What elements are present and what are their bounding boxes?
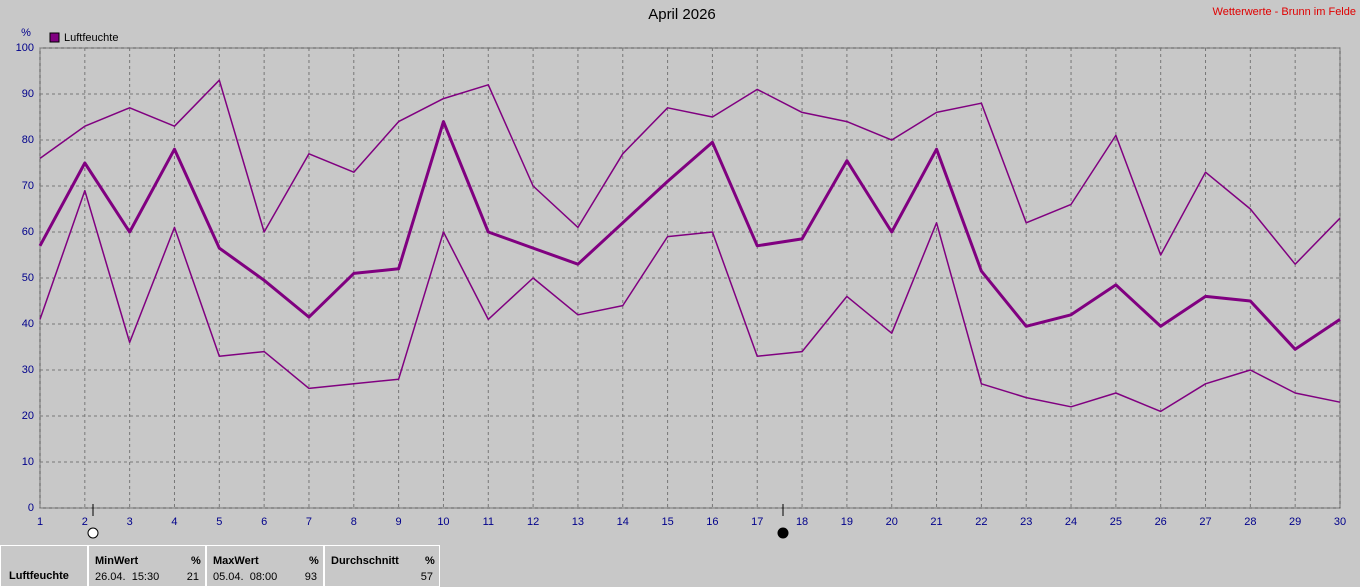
x-tick-label: 10: [437, 516, 449, 528]
y-tick-label: 90: [22, 88, 34, 100]
x-tick-label: 1: [37, 516, 43, 528]
x-tick-label: 20: [886, 516, 898, 528]
new-moon: [777, 527, 789, 539]
footer-cell: Durchschnitt % 57: [324, 545, 440, 587]
x-tick-label: 28: [1244, 516, 1256, 528]
max-unit: %: [309, 555, 319, 567]
series-line: [39, 189, 1341, 413]
x-tick-label: 11: [483, 516, 494, 528]
x-tick-label: 26: [1155, 516, 1167, 528]
x-tick-label: 7: [306, 516, 312, 528]
x-tick-label: 13: [572, 516, 584, 528]
x-tick-label: 24: [1065, 516, 1077, 528]
y-tick-label: 30: [22, 364, 34, 376]
min-value: 21: [186, 571, 199, 583]
max-title: MaxWert: [213, 555, 259, 567]
footer-label: Luftfeuchte: [9, 570, 69, 582]
avg-title: Durchschnitt: [331, 555, 399, 567]
x-tick-label: 22: [975, 516, 987, 528]
x-tick-label: 23: [1020, 516, 1032, 528]
x-tick-label: 5: [216, 516, 222, 528]
y-tick-label: 40: [22, 318, 34, 330]
y-tick-label: 70: [22, 180, 34, 192]
min-unit: %: [191, 555, 201, 567]
footer-cell: MinWert % 26.04. 15:30 21: [88, 545, 206, 587]
y-tick-label: 20: [22, 410, 34, 422]
x-tick-label: 29: [1289, 516, 1301, 528]
x-tick-label: 12: [527, 516, 539, 528]
max-time: 05.04. 08:00: [213, 571, 278, 583]
y-unit: %: [21, 27, 31, 39]
x-tick-label: 19: [841, 516, 853, 528]
x-tick-label: 30: [1334, 516, 1346, 528]
min-time: 26.04. 15:30: [95, 571, 160, 583]
legend-swatch: [49, 32, 60, 43]
x-tick-label: 15: [661, 516, 673, 528]
x-tick-label: 9: [396, 516, 402, 528]
x-tick-label: 2: [82, 516, 88, 528]
avg-value: 57: [420, 571, 433, 583]
x-tick-label: 3: [127, 516, 133, 528]
x-tick-label: 14: [617, 516, 629, 528]
x-tick-label: 6: [261, 516, 267, 528]
legend-label: Luftfeuchte: [64, 32, 118, 44]
source: Wetterwerte - Brunn im Felde: [1213, 6, 1356, 18]
full-moon: [87, 527, 99, 539]
x-tick-label: 18: [796, 516, 808, 528]
x-tick-label: 27: [1199, 516, 1211, 528]
x-tick-label: 25: [1110, 516, 1122, 528]
series-line: [39, 79, 1341, 265]
chart: April 2026 Wetterwerte - Brunn im Felde …: [16, 6, 1356, 539]
x-tick-label: 21: [930, 516, 942, 528]
max-value: 93: [304, 571, 317, 583]
y-tick-label: 60: [22, 226, 34, 238]
series-line: [38, 120, 1341, 351]
y-tick-label: 10: [22, 456, 34, 468]
x-tick-label: 17: [751, 516, 763, 528]
min-title: MinWert: [95, 555, 139, 567]
y-tick-label: 0: [28, 502, 34, 514]
y-tick-label: 80: [22, 134, 34, 146]
x-tick-label: 8: [351, 516, 357, 528]
footer-cell: MaxWert % 05.04. 08:00 93: [206, 545, 324, 587]
x-tick-label: 4: [171, 516, 177, 528]
x-tick-label: 16: [706, 516, 718, 528]
avg-unit: %: [425, 555, 435, 567]
footer-cell: Luftfeuchte: [0, 545, 88, 587]
chart-title: April 2026: [648, 6, 716, 23]
y-tick-label: 100: [16, 42, 34, 54]
y-tick-label: 50: [22, 272, 34, 284]
